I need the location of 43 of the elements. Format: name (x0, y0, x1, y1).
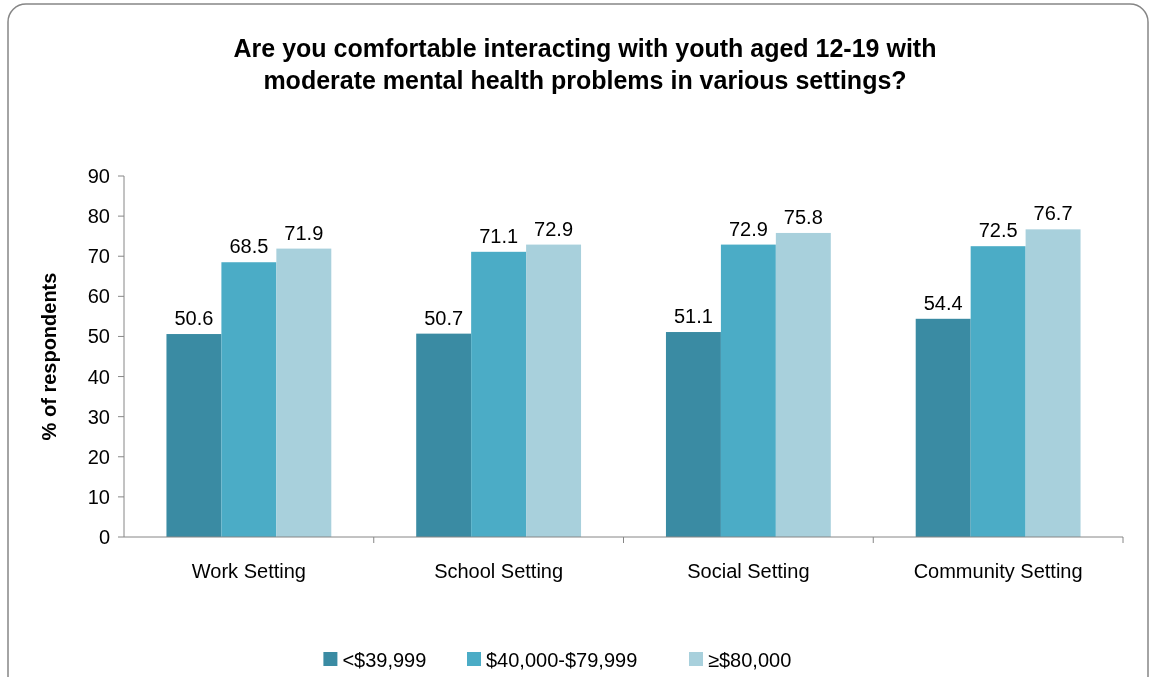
y-tick-label: 80 (87, 205, 110, 228)
data-label: 76.7 (1033, 202, 1073, 225)
x-tick-label: Community Setting (913, 560, 1083, 582)
data-label: 71.1 (479, 224, 519, 247)
chart-title: Are you comfortable interacting with youth aged 12-19 with moderate mental health problems in various settings? (233, 34, 937, 94)
data-label: 72.5 (978, 219, 1018, 242)
bar (665, 332, 721, 537)
x-tick-label: Social Setting (687, 560, 810, 582)
y-tick-label: 40 (87, 365, 110, 388)
x-tick-label: School Setting (434, 560, 564, 582)
y-tick-label: 90 (87, 165, 110, 187)
bar (915, 318, 971, 537)
data-label: 68.5 (229, 235, 269, 258)
bar (416, 333, 472, 537)
bar (970, 246, 1026, 537)
bar (471, 251, 527, 537)
legend-label: <$39,999 (342, 649, 427, 671)
bar (221, 262, 277, 537)
legend-label: $40,000-$79,999 (486, 649, 638, 671)
data-label: 72.9 (534, 217, 574, 240)
y-tick-label: 70 (87, 245, 110, 268)
data-label: 54.4 (923, 291, 963, 314)
data-label: 75.8 (783, 205, 823, 228)
y-tick-label: 0 (98, 526, 110, 548)
y-tick-label: 60 (87, 285, 110, 308)
y-axis-title: % of respondents (38, 272, 60, 441)
data-label: 50.7 (424, 306, 464, 329)
bar (166, 334, 222, 537)
y-tick-label: 50 (87, 325, 110, 348)
y-tick-label: 30 (87, 405, 110, 428)
x-tick-label: Work Setting (191, 560, 306, 582)
y-tick-label: 20 (87, 445, 110, 468)
data-label: 51.1 (673, 305, 713, 328)
data-label: 71.9 (284, 221, 324, 244)
bar (775, 232, 831, 537)
bar (276, 248, 332, 537)
data-label: 50.6 (174, 307, 214, 330)
bar (526, 244, 582, 537)
y-tick-label: 10 (87, 485, 110, 508)
data-label: 72.9 (728, 217, 768, 240)
legend-label: ≥$80,000 (708, 649, 792, 671)
bar (720, 244, 776, 537)
bar (1025, 229, 1081, 537)
